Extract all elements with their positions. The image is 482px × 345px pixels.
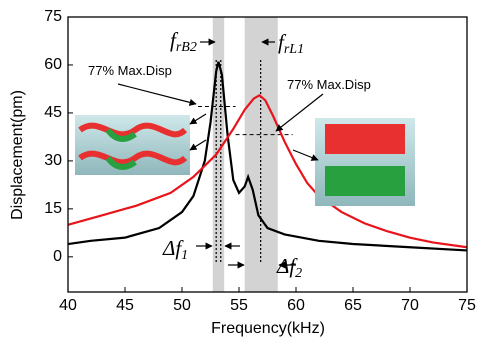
x-tick-label: 50 [173,297,191,314]
y-tick-label: 75 [44,8,62,25]
annotation: 77% Max.Disp [88,63,172,78]
annotation: frL1 [278,30,304,57]
x-tick-label: 45 [116,297,134,314]
y-tick-label: 45 [44,104,62,121]
x-tick-label: 70 [401,297,419,314]
y-tick-label: 15 [44,200,62,217]
x-axis-label: Frequency(kHz) [211,320,325,337]
y-axis-label: Displacement(pm) [9,90,26,220]
annotation-subscript: rB2 [176,40,197,55]
annotation-subscript: 1 [181,248,188,263]
annotation-subscript: 2 [295,266,302,281]
annotation: 77% Max.Disp [287,77,371,92]
chart: Frequency(kHz) Displacement(pm) 40 45 50 55… [0,0,482,345]
shaded-region [245,17,278,292]
inset-left [75,115,190,175]
shaded-region [213,17,224,292]
annotation: Δf1 [162,236,188,263]
x-tick-label: 75 [458,297,476,314]
inset-right [315,118,415,206]
x-tick-label: 65 [344,297,362,314]
annotation: Δf2 [276,254,302,281]
annotation-text: 77% Max.Disp [287,77,371,92]
annotation-text: 77% Max.Disp [88,63,172,78]
annotation: frB2 [170,28,197,55]
x-tick-label: 60 [287,297,305,314]
y-tick-label: 30 [44,152,62,169]
x-tick-label: 55 [230,297,248,314]
annotation-subscript: rL1 [284,42,304,57]
y-tick-label: 60 [44,56,62,73]
y-tick-label: 0 [53,248,62,265]
x-tick-label: 40 [59,297,77,314]
